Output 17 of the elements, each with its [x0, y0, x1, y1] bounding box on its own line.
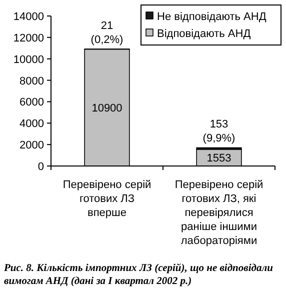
y-tick-label: 6000: [20, 96, 44, 109]
x-tick-label: Перевірено серій готових ЛЗ, які перевірялися раніше іншими лабораторіями: [174, 179, 264, 247]
x-tick-label: Перевірено серій готових ЛЗ вперше: [62, 179, 152, 219]
y-tick-label: 10000: [13, 54, 44, 66]
y-tick-label: 2000: [20, 140, 44, 152]
y-tick-label: 4000: [20, 118, 44, 130]
legend-label: Відповідають АНД: [157, 28, 252, 40]
data-label: 10900: [92, 102, 122, 115]
data-label: 153 (9,9%): [202, 118, 236, 145]
legend-label: Не відповідають АНД: [157, 11, 267, 23]
y-tick-label: 12000: [13, 32, 44, 44]
y-tick-label: 14000: [13, 11, 44, 23]
y-tick-label: 0: [38, 161, 44, 173]
data-label: 21 (0,2%): [90, 20, 124, 46]
data-label: 1553: [206, 152, 232, 165]
text: Рис. 8. Кількість імпортних ЛЗ (серій), що не відповідали вимогам АНД (дані за I квартал 2002 р.): [4, 263, 274, 287]
y-tick-label: 8000: [20, 75, 44, 88]
